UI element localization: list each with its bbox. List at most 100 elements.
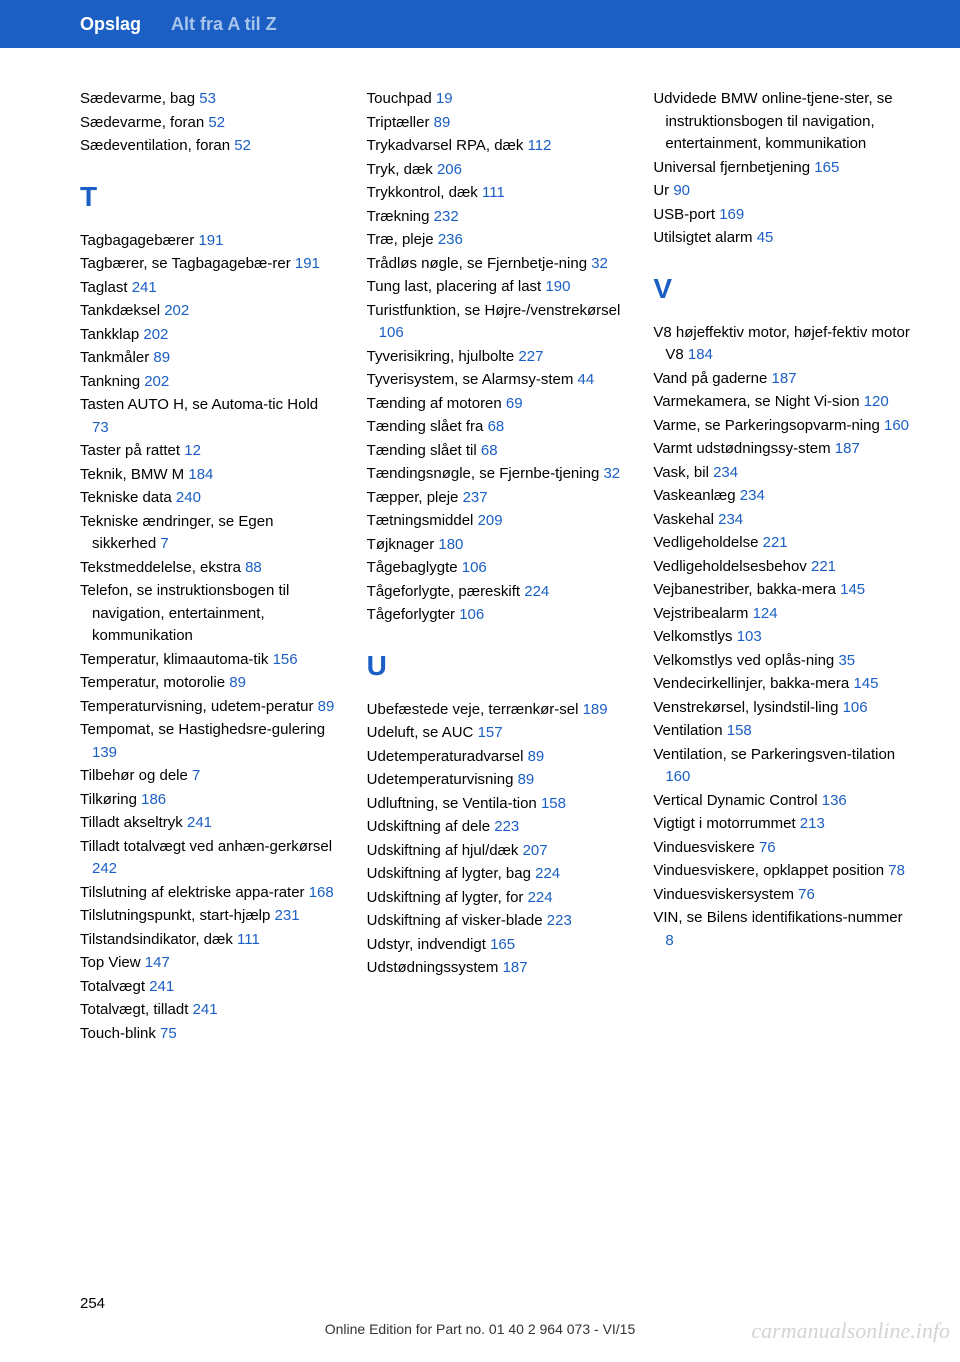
page-reference[interactable]: 242 bbox=[92, 860, 117, 877]
page-reference[interactable]: 75 bbox=[160, 1025, 177, 1042]
page-reference[interactable]: 191 bbox=[295, 255, 320, 272]
page-reference[interactable]: 160 bbox=[665, 768, 690, 785]
page-reference[interactable]: 221 bbox=[763, 534, 788, 551]
page-reference[interactable]: 189 bbox=[583, 701, 608, 718]
page-reference[interactable]: 187 bbox=[772, 370, 797, 387]
page-reference[interactable]: 158 bbox=[541, 795, 566, 812]
page-reference[interactable]: 224 bbox=[524, 583, 549, 600]
page-reference[interactable]: 78 bbox=[888, 862, 905, 879]
page-reference[interactable]: 187 bbox=[503, 959, 528, 976]
page-reference[interactable]: 136 bbox=[822, 792, 847, 809]
page-reference[interactable]: 202 bbox=[143, 326, 168, 343]
page-reference[interactable]: 53 bbox=[199, 90, 216, 107]
page-reference[interactable]: 52 bbox=[234, 137, 251, 154]
page-reference[interactable]: 89 bbox=[528, 748, 545, 765]
page-reference[interactable]: 169 bbox=[719, 206, 744, 223]
page-reference[interactable]: 207 bbox=[523, 842, 548, 859]
page-reference[interactable]: 145 bbox=[840, 581, 865, 598]
page-reference[interactable]: 241 bbox=[149, 978, 174, 995]
page-reference[interactable]: 111 bbox=[237, 931, 260, 948]
page-reference[interactable]: 241 bbox=[187, 814, 212, 831]
page-reference[interactable]: 7 bbox=[160, 535, 168, 552]
page-reference[interactable]: 120 bbox=[864, 393, 889, 410]
entry-text: Vask, bil bbox=[653, 464, 709, 481]
page-reference[interactable]: 158 bbox=[727, 722, 752, 739]
page-reference[interactable]: 234 bbox=[713, 464, 738, 481]
page-reference[interactable]: 224 bbox=[535, 865, 560, 882]
page-reference[interactable]: 191 bbox=[198, 232, 223, 249]
page-reference[interactable]: 68 bbox=[481, 442, 498, 459]
page-reference[interactable]: 232 bbox=[434, 208, 459, 225]
page-reference[interactable]: 8 bbox=[665, 932, 673, 949]
page-reference[interactable]: 213 bbox=[800, 815, 825, 832]
page-reference[interactable]: 186 bbox=[141, 791, 166, 808]
page-reference[interactable]: 111 bbox=[482, 184, 505, 201]
page-reference[interactable]: 168 bbox=[309, 884, 334, 901]
page-reference[interactable]: 19 bbox=[436, 90, 453, 107]
page-reference[interactable]: 88 bbox=[245, 559, 262, 576]
page-reference[interactable]: 165 bbox=[490, 936, 515, 953]
page-reference[interactable]: 209 bbox=[478, 512, 503, 529]
page-reference[interactable]: 190 bbox=[545, 278, 570, 295]
page-reference[interactable]: 35 bbox=[838, 652, 855, 669]
page-reference[interactable]: 45 bbox=[757, 229, 774, 246]
page-reference[interactable]: 73 bbox=[92, 419, 109, 436]
page-reference[interactable]: 124 bbox=[753, 605, 778, 622]
index-entry: Tekniske data 240 bbox=[80, 487, 337, 510]
page-reference[interactable]: 7 bbox=[192, 767, 200, 784]
page-reference[interactable]: 184 bbox=[688, 346, 713, 363]
page-reference[interactable]: 234 bbox=[740, 487, 765, 504]
page-reference[interactable]: 106 bbox=[459, 606, 484, 623]
page-reference[interactable]: 165 bbox=[814, 159, 839, 176]
page-reference[interactable]: 227 bbox=[518, 348, 543, 365]
index-entry: Teknik, BMW M 184 bbox=[80, 464, 337, 487]
page-reference[interactable]: 145 bbox=[853, 675, 878, 692]
page-reference[interactable]: 106 bbox=[462, 559, 487, 576]
page-reference[interactable]: 106 bbox=[379, 324, 404, 341]
page-reference[interactable]: 231 bbox=[275, 907, 300, 924]
page-reference[interactable]: 112 bbox=[528, 137, 552, 154]
page-reference[interactable]: 89 bbox=[434, 114, 451, 131]
page-reference[interactable]: 202 bbox=[144, 373, 169, 390]
page-reference[interactable]: 68 bbox=[488, 418, 505, 435]
page-reference[interactable]: 157 bbox=[478, 724, 503, 741]
page-reference[interactable]: 240 bbox=[176, 489, 201, 506]
index-entry: Udstødningssystem 187 bbox=[367, 957, 624, 980]
page-reference[interactable]: 32 bbox=[603, 465, 620, 482]
page-reference[interactable]: 32 bbox=[591, 255, 608, 272]
page-reference[interactable]: 89 bbox=[518, 771, 535, 788]
page-reference[interactable]: 241 bbox=[132, 279, 157, 296]
page-reference[interactable]: 223 bbox=[494, 818, 519, 835]
page-reference[interactable]: 160 bbox=[884, 417, 909, 434]
page-reference[interactable]: 202 bbox=[164, 302, 189, 319]
page-reference[interactable]: 206 bbox=[437, 161, 462, 178]
entry-text: Touchpad bbox=[367, 90, 432, 107]
page-reference[interactable]: 90 bbox=[673, 182, 690, 199]
page-reference[interactable]: 237 bbox=[463, 489, 488, 506]
page-reference[interactable]: 187 bbox=[835, 440, 860, 457]
page-reference[interactable]: 139 bbox=[92, 744, 117, 761]
page-reference[interactable]: 89 bbox=[318, 698, 335, 715]
page-reference[interactable]: 76 bbox=[759, 839, 776, 856]
page-reference[interactable]: 106 bbox=[843, 699, 868, 716]
page-reference[interactable]: 221 bbox=[811, 558, 836, 575]
page-reference[interactable]: 103 bbox=[737, 628, 762, 645]
page-reference[interactable]: 180 bbox=[438, 536, 463, 553]
page-reference[interactable]: 12 bbox=[184, 442, 201, 459]
index-entry: Tyverisystem, se Alarmsy‐stem 44 bbox=[367, 369, 624, 392]
page-reference[interactable]: 241 bbox=[193, 1001, 218, 1018]
page-reference[interactable]: 236 bbox=[438, 231, 463, 248]
page-reference[interactable]: 223 bbox=[547, 912, 572, 929]
page-reference[interactable]: 156 bbox=[273, 651, 298, 668]
page-reference[interactable]: 184 bbox=[188, 466, 213, 483]
page-reference[interactable]: 89 bbox=[229, 674, 246, 691]
page-reference[interactable]: 76 bbox=[798, 886, 815, 903]
page-reference[interactable]: 234 bbox=[718, 511, 743, 528]
page-reference[interactable]: 147 bbox=[145, 954, 170, 971]
page-reference[interactable]: 89 bbox=[153, 349, 170, 366]
page-reference[interactable]: 69 bbox=[506, 395, 523, 412]
page-reference[interactable]: 52 bbox=[208, 114, 225, 131]
page-reference[interactable]: 224 bbox=[528, 889, 553, 906]
entry-text: Tankmåler bbox=[80, 349, 149, 366]
page-reference[interactable]: 44 bbox=[578, 371, 595, 388]
